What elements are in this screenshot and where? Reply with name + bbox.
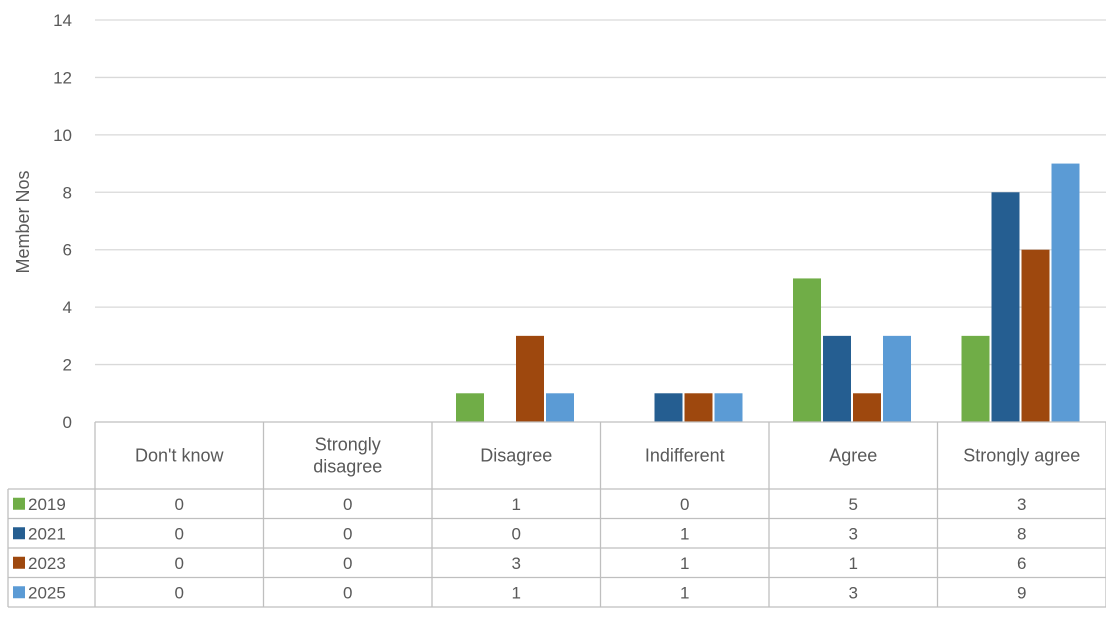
data-label: 0 bbox=[343, 554, 352, 573]
data-label: 3 bbox=[1017, 495, 1026, 514]
legend-swatch-2023 bbox=[13, 556, 25, 569]
legend-swatch-2019 bbox=[13, 497, 25, 510]
bar-2021 bbox=[823, 335, 851, 422]
category-label: Don't know bbox=[135, 446, 224, 466]
y-tick-label: 14 bbox=[53, 11, 72, 30]
bar-2025 bbox=[1051, 163, 1080, 423]
data-label: 0 bbox=[343, 583, 352, 602]
data-label: 3 bbox=[849, 524, 858, 543]
data-label: 1 bbox=[512, 495, 521, 514]
bar-2019 bbox=[456, 393, 484, 422]
bar-2023 bbox=[516, 335, 544, 422]
bar-2019 bbox=[793, 278, 821, 422]
y-tick-label: 4 bbox=[63, 298, 72, 317]
data-label: 1 bbox=[512, 583, 521, 602]
bar-2021 bbox=[654, 393, 683, 422]
data-label: 0 bbox=[175, 554, 184, 573]
data-label: 0 bbox=[175, 583, 184, 602]
data-label: 0 bbox=[680, 495, 689, 514]
legend-label: 2023 bbox=[28, 554, 66, 573]
data-label: 3 bbox=[512, 554, 521, 573]
data-label: 5 bbox=[849, 495, 858, 514]
bar-2025 bbox=[883, 335, 911, 422]
data-label: 1 bbox=[680, 583, 689, 602]
data-label: 1 bbox=[680, 524, 689, 543]
y-tick-label: 12 bbox=[53, 68, 72, 87]
legend-label: 2019 bbox=[28, 495, 66, 514]
category-label: disagree bbox=[313, 457, 382, 477]
y-axis-tick-labels: 0 2 4 6 8 10 12 14 bbox=[53, 11, 72, 432]
y-tick-label: 6 bbox=[63, 241, 72, 260]
category-label: Indifferent bbox=[645, 446, 725, 466]
data-label: 8 bbox=[1017, 524, 1026, 543]
gridlines bbox=[95, 19, 1106, 366]
bar-2023 bbox=[684, 393, 713, 422]
category-label: Disagree bbox=[480, 446, 552, 466]
bar-2025 bbox=[546, 393, 574, 422]
legend-label: 2025 bbox=[28, 583, 66, 602]
data-label: 0 bbox=[343, 524, 352, 543]
legend-swatch-2021 bbox=[13, 527, 25, 540]
bar-2023 bbox=[853, 393, 881, 422]
data-label: 3 bbox=[849, 583, 858, 602]
y-tick-label: 8 bbox=[63, 183, 72, 202]
category-label: Strongly agree bbox=[963, 446, 1080, 466]
y-tick-label: 10 bbox=[53, 126, 72, 145]
y-tick-label: 0 bbox=[63, 413, 72, 432]
y-tick-label: 2 bbox=[63, 356, 72, 375]
bar-2025 bbox=[714, 393, 743, 422]
bar-2019 bbox=[961, 335, 990, 422]
data-label: 0 bbox=[512, 524, 521, 543]
bar-2021 bbox=[991, 192, 1020, 422]
bar-2023 bbox=[1021, 249, 1050, 422]
data-label: 0 bbox=[175, 495, 184, 514]
legend-label: 2021 bbox=[28, 524, 66, 543]
bars bbox=[456, 163, 1080, 423]
y-axis-title: Member Nos bbox=[13, 170, 33, 273]
legend-swatch-2025 bbox=[13, 586, 25, 599]
category-label: Agree bbox=[829, 446, 877, 466]
data-label: 0 bbox=[343, 495, 352, 514]
data-label: 0 bbox=[175, 524, 184, 543]
data-label: 1 bbox=[849, 554, 858, 573]
data-label: 1 bbox=[680, 554, 689, 573]
data-label: 9 bbox=[1017, 583, 1026, 602]
data-label: 6 bbox=[1017, 554, 1026, 573]
category-label: Strongly bbox=[315, 435, 381, 455]
